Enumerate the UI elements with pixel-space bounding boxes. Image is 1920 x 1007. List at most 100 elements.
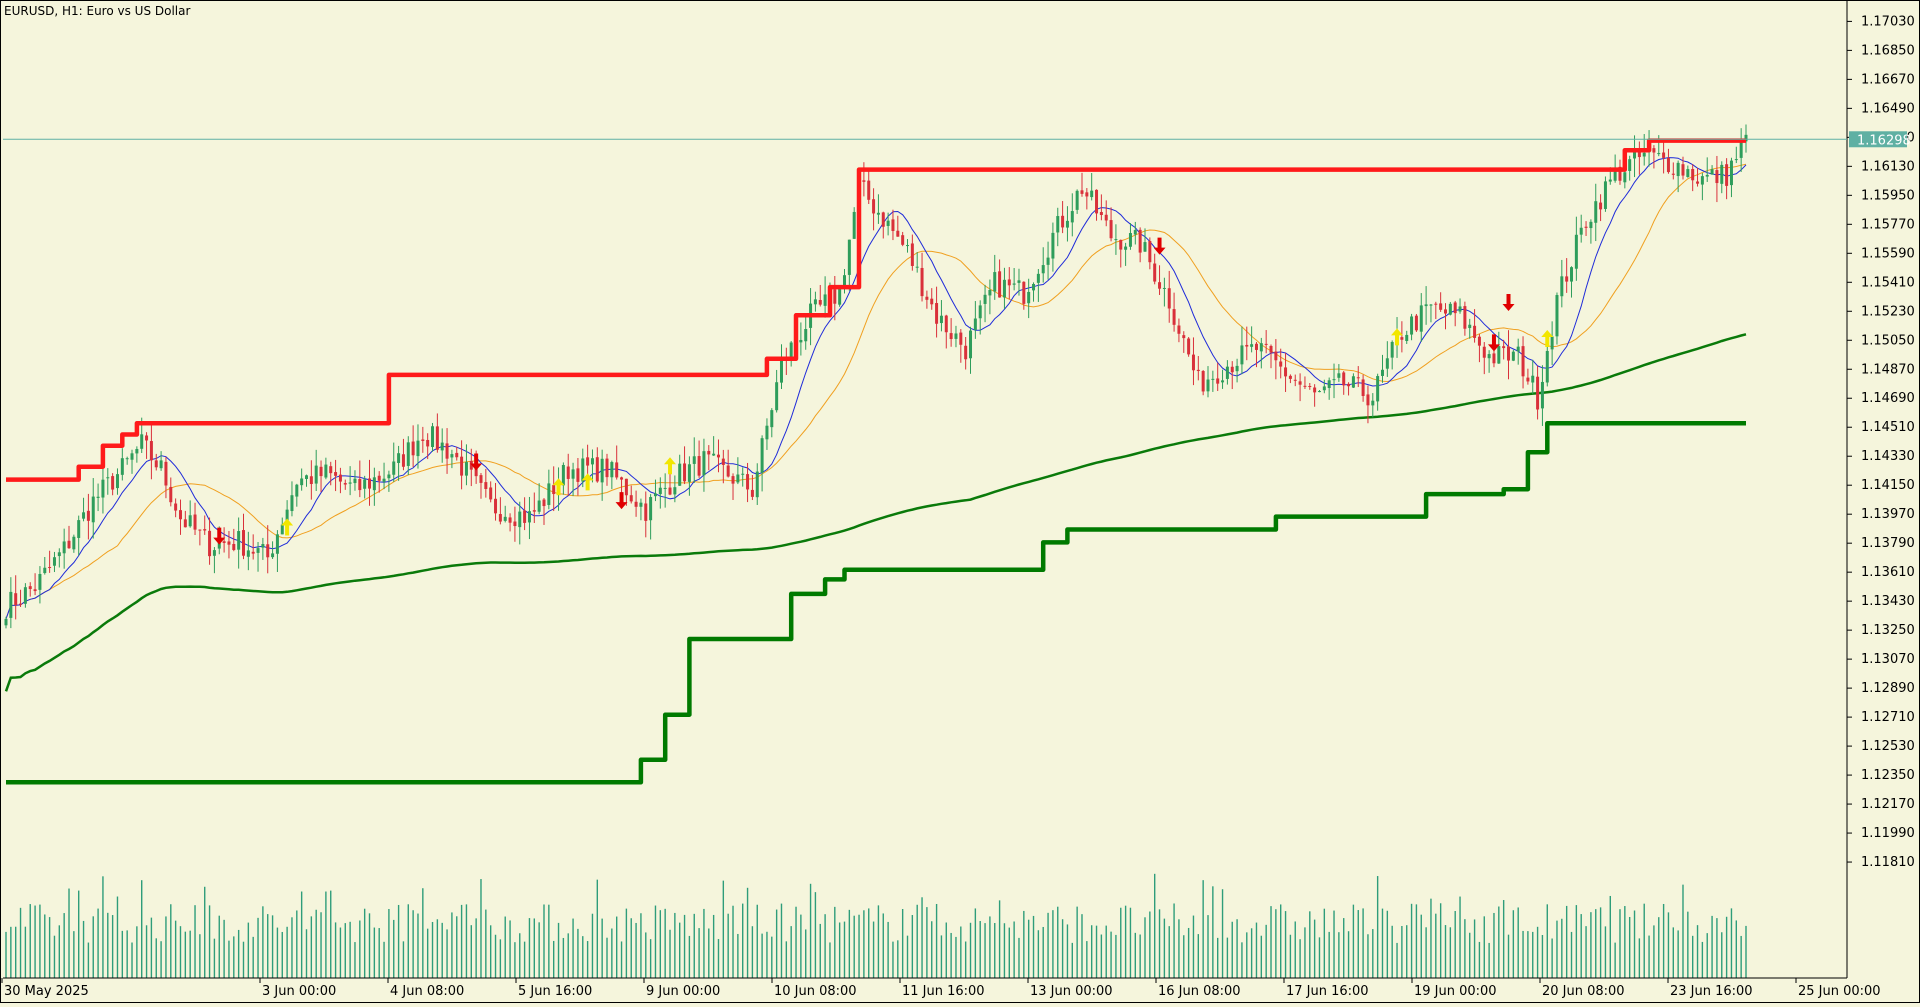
signal-arrows bbox=[213, 237, 1554, 545]
candle-body bbox=[935, 303, 939, 324]
candle-body bbox=[169, 486, 173, 503]
candle-body bbox=[1725, 164, 1729, 186]
candle-body bbox=[135, 448, 139, 454]
candle-body bbox=[620, 477, 624, 480]
candle-body bbox=[106, 477, 110, 479]
candle-body bbox=[125, 458, 129, 460]
candle-body bbox=[1109, 220, 1113, 239]
candle-body bbox=[561, 464, 565, 486]
candle-body bbox=[910, 243, 914, 266]
candle-body bbox=[1022, 281, 1026, 304]
candle-body bbox=[925, 296, 929, 300]
candle-body bbox=[663, 487, 667, 489]
candle-body bbox=[82, 512, 86, 519]
candle-body bbox=[222, 541, 226, 543]
candle-body bbox=[1075, 190, 1079, 210]
candle-body bbox=[1104, 214, 1108, 221]
candle-body bbox=[1613, 167, 1617, 181]
candle-body bbox=[464, 462, 468, 476]
candle-body bbox=[1332, 379, 1336, 381]
candle-body bbox=[649, 497, 653, 521]
candle-body bbox=[43, 567, 47, 574]
candle-body bbox=[576, 468, 580, 482]
candle-body bbox=[1317, 391, 1321, 393]
candle-body bbox=[62, 541, 66, 554]
candle-body bbox=[227, 541, 231, 545]
y-tick-label: 1.12530 bbox=[1861, 739, 1915, 754]
candle-body bbox=[799, 339, 803, 343]
candle-body bbox=[1322, 386, 1326, 391]
candle-body bbox=[1085, 192, 1089, 197]
buy-arrow-icon bbox=[1541, 330, 1554, 348]
candle-body bbox=[513, 521, 517, 527]
y-tick-label: 1.15590 bbox=[1861, 246, 1915, 261]
candle-body bbox=[886, 220, 890, 226]
candle-body bbox=[1594, 201, 1598, 223]
x-tick-label: 11 Jun 16:00 bbox=[902, 984, 985, 999]
candle-body bbox=[993, 272, 997, 292]
support-line bbox=[6, 420, 1746, 785]
x-tick-label: 16 Jun 08:00 bbox=[1158, 984, 1241, 999]
candle-body bbox=[1637, 148, 1641, 158]
candle-body bbox=[460, 456, 464, 476]
candle-body bbox=[532, 510, 536, 512]
candle-body bbox=[1565, 276, 1569, 282]
candle-body bbox=[1633, 149, 1637, 159]
candle-body bbox=[401, 454, 405, 467]
candle-body bbox=[1666, 158, 1670, 173]
y-tick-label: 1.14330 bbox=[1861, 449, 1915, 464]
candle-body bbox=[901, 235, 905, 245]
candle-body bbox=[523, 510, 527, 523]
candle-body bbox=[319, 466, 323, 477]
candle-body bbox=[1603, 181, 1607, 209]
candle-body bbox=[876, 212, 880, 215]
x-tick-label: 10 Jun 08:00 bbox=[774, 984, 857, 999]
candle-body bbox=[542, 499, 546, 507]
candle-body bbox=[658, 487, 662, 495]
buy-arrow-icon bbox=[552, 478, 565, 496]
candle-body bbox=[140, 434, 144, 449]
slow-moving-average bbox=[4, 333, 1747, 692]
candle-body bbox=[1371, 400, 1375, 406]
y-tick-label: 1.12710 bbox=[1861, 710, 1915, 725]
candle-body bbox=[571, 469, 575, 479]
candle-body bbox=[1642, 152, 1646, 157]
candle-body bbox=[1550, 336, 1554, 350]
candle-body bbox=[329, 466, 333, 474]
candle-body bbox=[547, 483, 551, 505]
candle-body bbox=[1458, 306, 1462, 312]
y-tick-label: 1.13430 bbox=[1861, 594, 1915, 609]
candle-body bbox=[1477, 336, 1481, 346]
candle-body bbox=[1468, 324, 1472, 329]
candle-body bbox=[1696, 181, 1700, 184]
candle-body bbox=[605, 458, 609, 478]
candle-body bbox=[1041, 265, 1045, 274]
y-tick-label: 1.16670 bbox=[1861, 72, 1915, 87]
candle-body bbox=[804, 329, 808, 342]
candle-body bbox=[1448, 303, 1452, 315]
candle-body bbox=[624, 478, 628, 496]
candle-body bbox=[1187, 338, 1191, 355]
candle-body bbox=[421, 439, 425, 441]
candle-body bbox=[838, 288, 842, 305]
candle-body bbox=[1191, 354, 1195, 371]
candle-body bbox=[600, 458, 604, 483]
candle-body bbox=[518, 511, 522, 528]
candle-body bbox=[1492, 353, 1496, 364]
candle-body bbox=[1027, 291, 1031, 304]
candle-body bbox=[1225, 366, 1229, 379]
candle-body bbox=[949, 333, 953, 340]
candle-body bbox=[368, 478, 372, 489]
candle-body bbox=[1380, 369, 1384, 376]
candle-body bbox=[149, 441, 153, 461]
candle-body bbox=[479, 475, 483, 483]
candle-body bbox=[52, 557, 56, 566]
candle-body bbox=[1269, 345, 1273, 353]
candle-body bbox=[1555, 295, 1559, 337]
candle-body bbox=[1007, 279, 1011, 286]
candle-body bbox=[1453, 302, 1457, 314]
candle-body bbox=[324, 464, 328, 478]
candle-body bbox=[906, 245, 910, 247]
candle-body bbox=[1327, 380, 1331, 388]
